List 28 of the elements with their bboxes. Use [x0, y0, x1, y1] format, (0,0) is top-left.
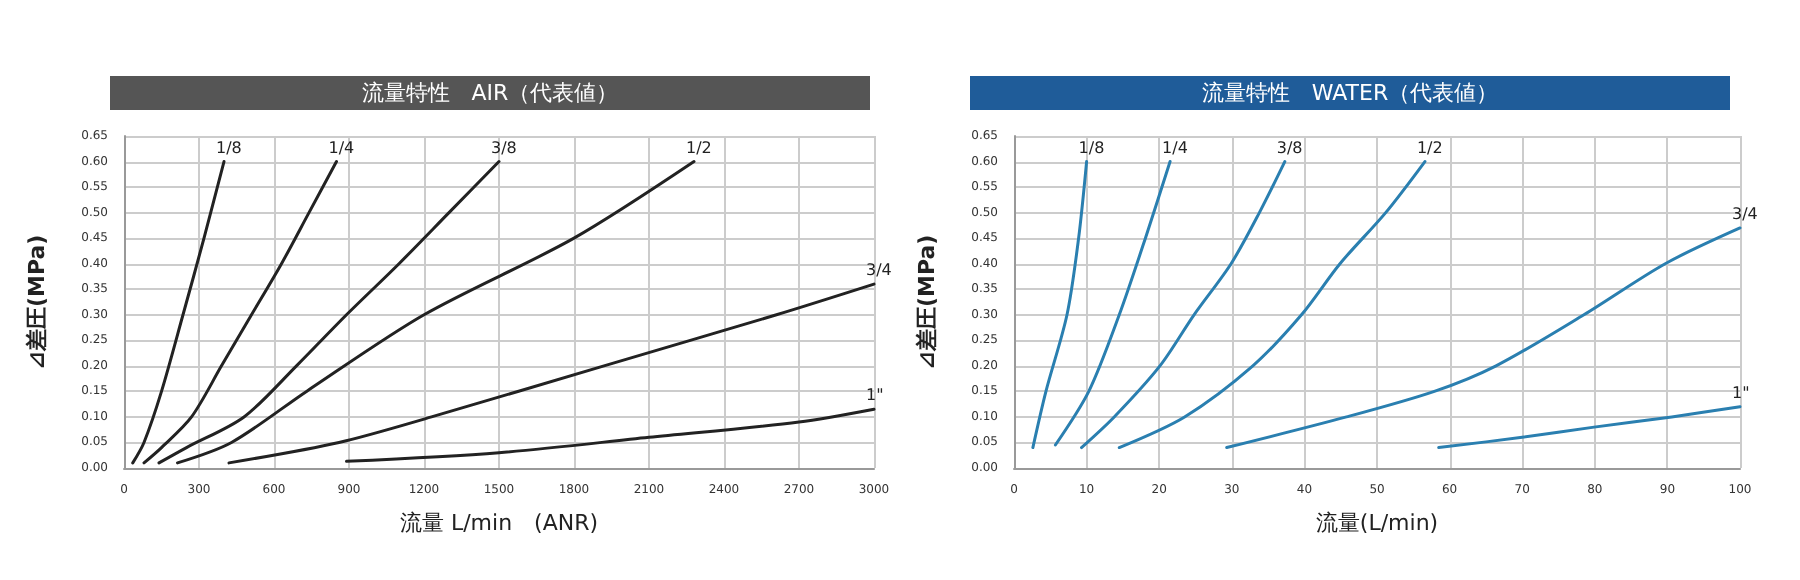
line-series	[1053, 160, 1172, 447]
line-series	[345, 407, 876, 463]
line-series	[1437, 405, 1742, 450]
series-label: 3/4	[866, 261, 892, 280]
line-series	[142, 160, 338, 465]
series-label: 1"	[866, 386, 884, 405]
line-series	[1031, 160, 1089, 450]
series-label: 1"	[1732, 383, 1750, 402]
line-series	[1117, 160, 1427, 450]
chart-title: 流量特性 WATER（代表値）	[970, 76, 1730, 110]
series-label: 1/4	[328, 138, 355, 157]
series-label: 1/4	[1162, 138, 1188, 157]
chart-title: 流量特性 AIR（代表値）	[110, 76, 870, 110]
series-label: 1/2	[686, 138, 712, 157]
y-axis-title: ⊿差圧(MPa)	[914, 234, 940, 370]
line-series	[1080, 160, 1287, 450]
x-axis-title: 流量 L/min (ANR)	[399, 510, 599, 536]
y-axis-title: ⊿差圧(MPa)	[24, 234, 50, 370]
line-series	[157, 160, 501, 465]
series-label: 3/8	[1276, 138, 1303, 157]
series-label: 3/8	[491, 138, 517, 157]
series-label: 1/8	[1078, 138, 1105, 157]
line-series	[131, 160, 226, 465]
series-label: 3/4	[1732, 204, 1758, 223]
x-axis-title: 流量(L/min)	[1315, 510, 1439, 536]
series-label: 1/8	[216, 138, 242, 157]
series-label: 1/2	[1416, 138, 1443, 157]
line-series	[176, 160, 696, 465]
